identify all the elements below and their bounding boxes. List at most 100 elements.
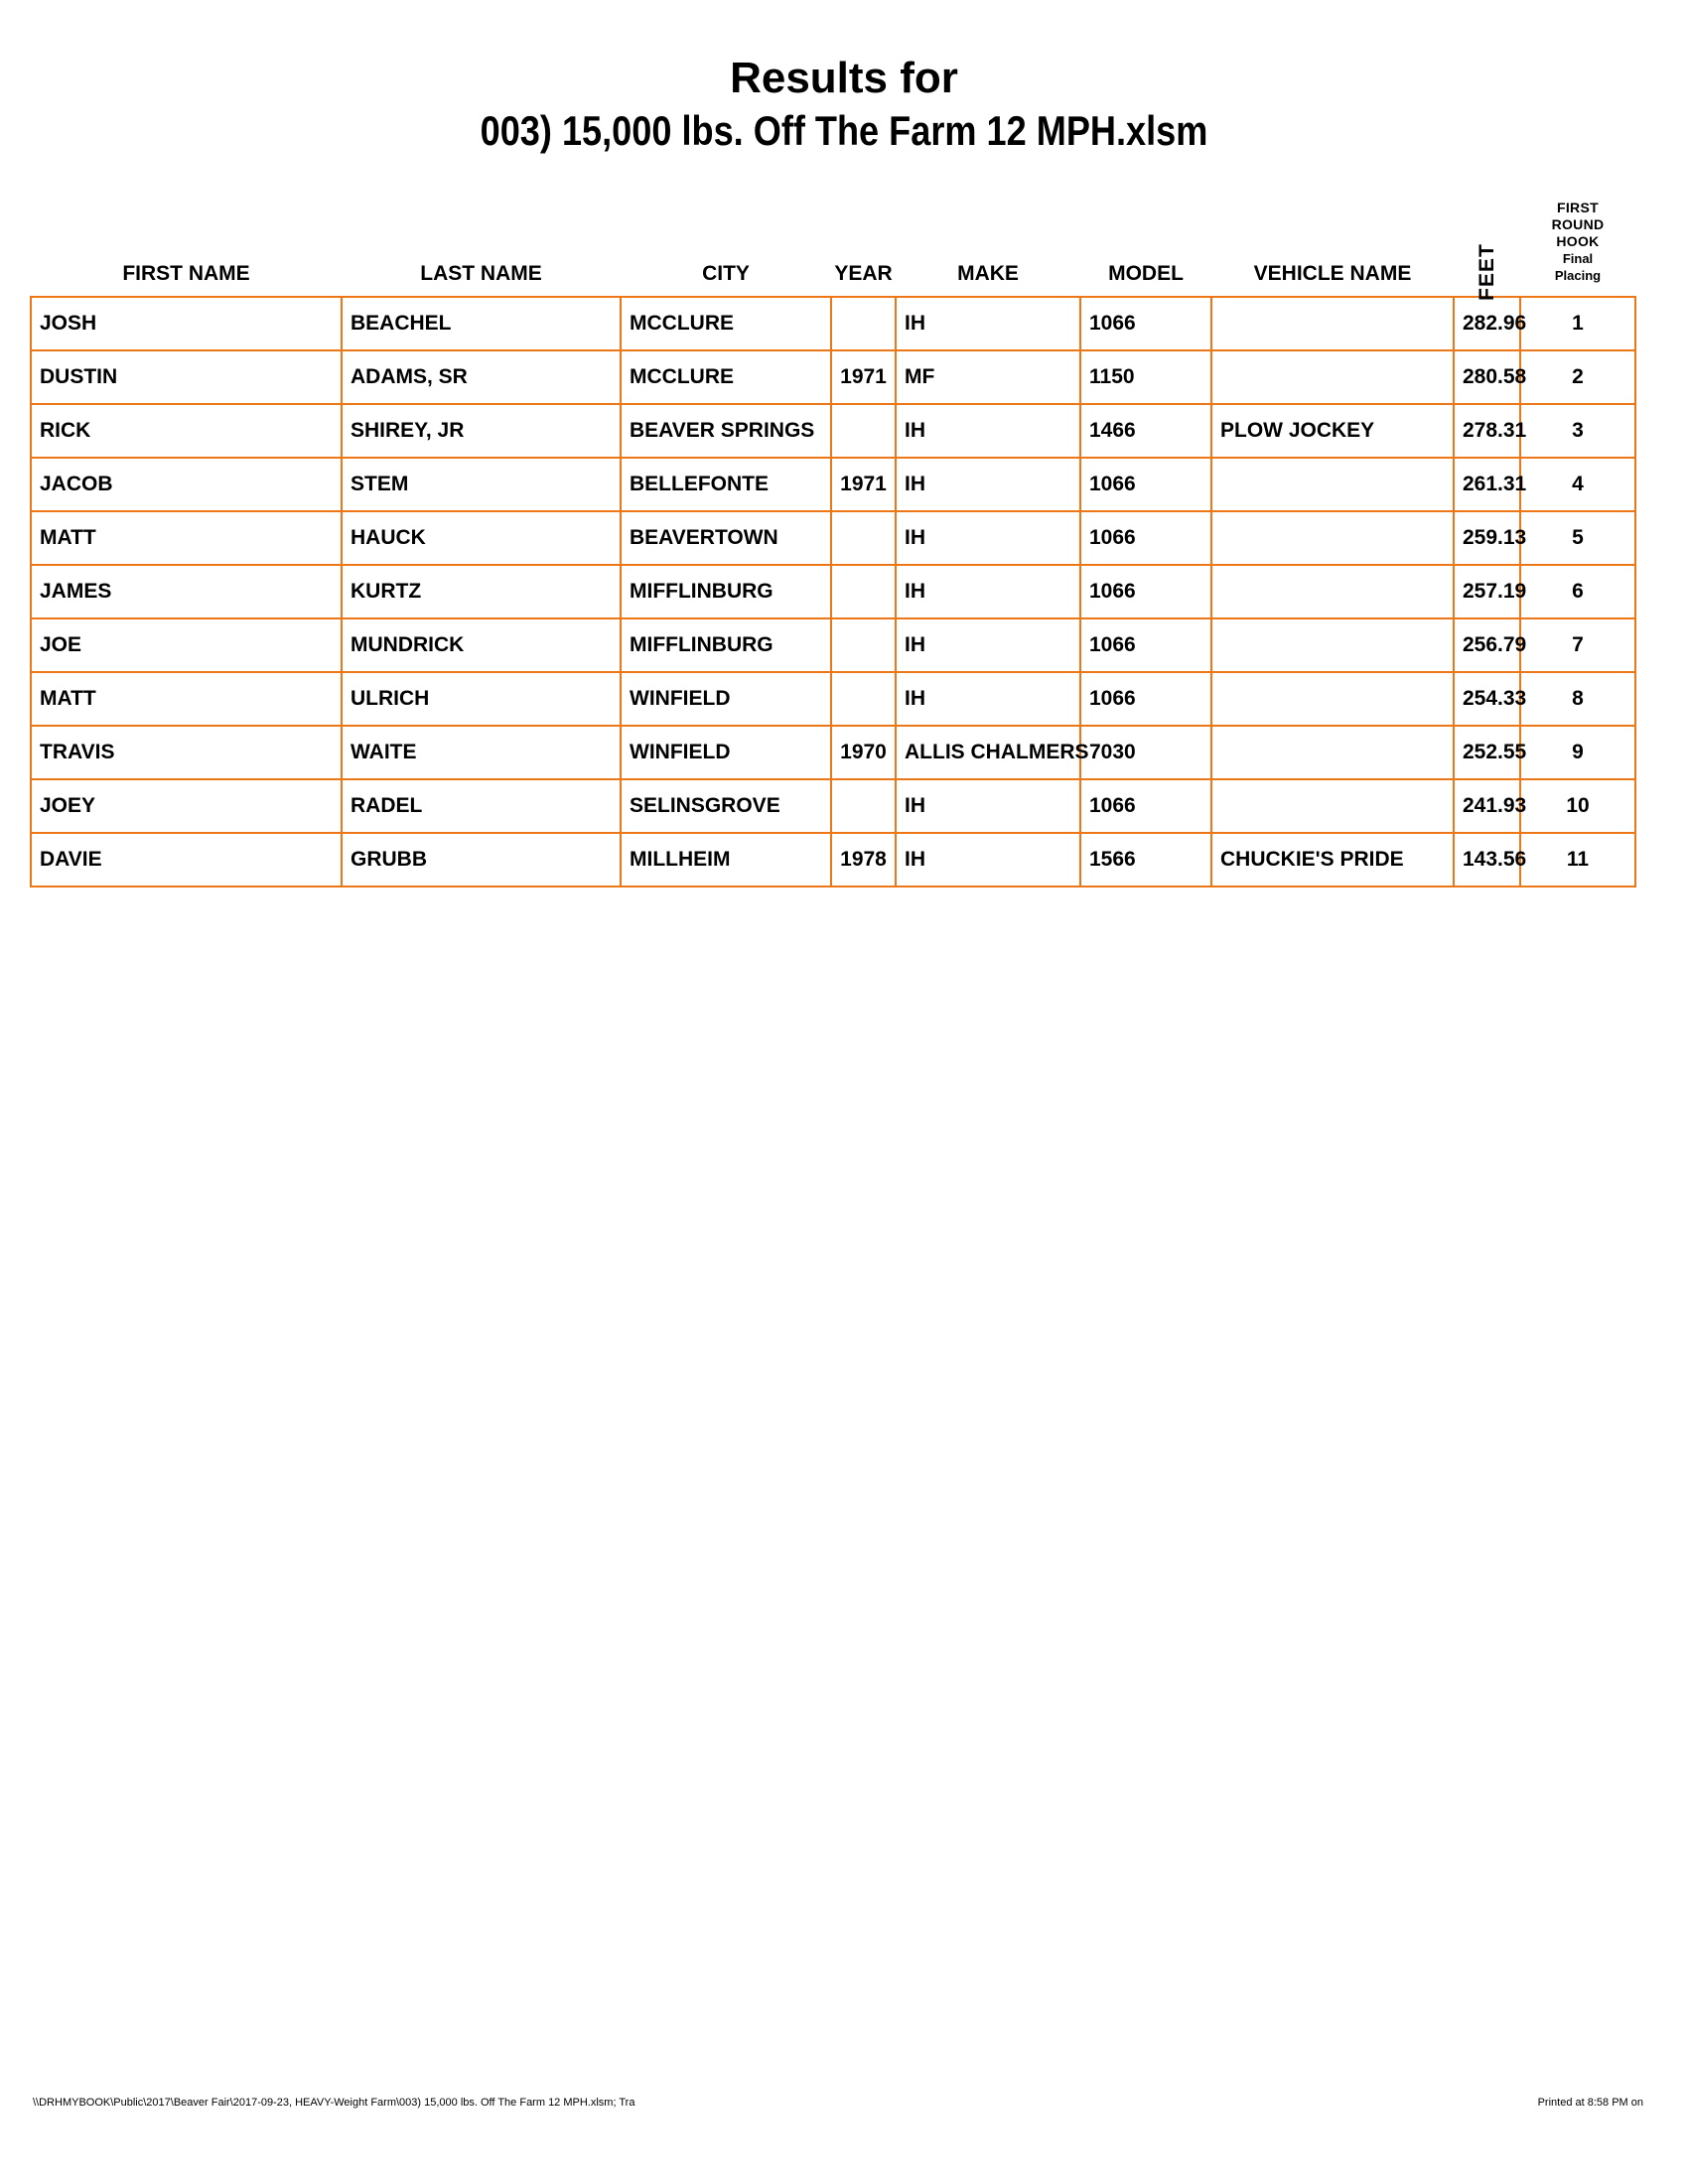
cell-last-name: ADAMS, SR <box>341 349 622 405</box>
cell-vehicle-name <box>1210 617 1455 673</box>
cell-first-name: JAMES <box>30 564 343 619</box>
cell-last-name: GRUBB <box>341 832 622 887</box>
page-title-line-1: Results for <box>730 54 958 102</box>
cell-first-name: RICK <box>30 403 343 459</box>
cell-vehicle-name <box>1210 296 1455 351</box>
column-header-vehicle-name: VEHICLE NAME <box>1253 262 1412 285</box>
footer-file-path: \\DRHMYBOOK\Public\2017\Beaver Fair\2017… <box>33 2097 635 2109</box>
cell-city: WINFIELD <box>620 671 832 727</box>
cell-year <box>830 510 897 566</box>
cell-last-name: BEACHEL <box>341 296 622 351</box>
page-footer: \\DRHMYBOOK\Public\2017\Beaver Fair\2017… <box>0 2097 1688 2126</box>
table-row: RICK SHIREY, JR BEAVER SPRINGS IH 1466 PLOW J… <box>30 403 1636 459</box>
cell-vehicle-name <box>1210 671 1455 727</box>
cell-feet: 143.56 <box>1453 832 1526 887</box>
cell-year <box>830 403 897 459</box>
table-row: MATT ULRICH WINFIELD IH 1066 254.33 8 <box>30 671 1636 727</box>
cell-first-name: MATT <box>30 671 343 727</box>
cell-final-placing: 4 <box>1519 457 1636 512</box>
column-header-model: MODEL <box>1108 262 1184 285</box>
cell-year: 1978 <box>830 832 897 887</box>
cell-make: IH <box>895 457 1081 512</box>
cell-year <box>830 564 897 619</box>
cell-feet: 259.13 <box>1453 510 1526 566</box>
cell-model: 1066 <box>1079 617 1212 673</box>
cell-final-placing: 3 <box>1519 403 1636 459</box>
cell-make: IH <box>895 671 1081 727</box>
cell-year: 1971 <box>830 457 897 512</box>
column-header-feet-label: FEET <box>1475 243 1498 301</box>
cell-city: MCCLURE <box>620 296 832 351</box>
cell-city: WINFIELD <box>620 725 832 780</box>
cell-model: 1066 <box>1079 296 1212 351</box>
placing-line-4: Final <box>1562 251 1594 266</box>
page-title: Results for 003) 15,000 lbs. Off The Far… <box>0 52 1688 157</box>
cell-vehicle-name: PLOW JOCKEY <box>1210 403 1455 459</box>
cell-final-placing: 10 <box>1519 778 1636 834</box>
cell-city: BELLEFONTE <box>620 457 832 512</box>
cell-city: MIFFLINBURG <box>620 564 832 619</box>
cell-last-name: MUNDRICK <box>341 617 622 673</box>
table-header: FIRST NAME LAST NAME CITY YEAR MAKE MODE… <box>31 200 1635 301</box>
table-row: JOE MUNDRICK MIFFLINBURG IH 1066 256.79 7 <box>30 617 1636 673</box>
cell-last-name: RADEL <box>341 778 622 834</box>
cell-last-name: KURTZ <box>341 564 622 619</box>
table-row: DAVIE GRUBB MILLHEIM 1978 IH 1566 CHUCKIE'S PR… <box>30 832 1636 887</box>
cell-final-placing: 8 <box>1519 671 1636 727</box>
cell-vehicle-name: CHUCKIE'S PRIDE <box>1210 832 1455 887</box>
cell-year <box>830 671 897 727</box>
column-header-first-name: FIRST NAME <box>122 262 250 285</box>
cell-model: 1066 <box>1079 564 1212 619</box>
placing-line-2: ROUND <box>1551 216 1605 232</box>
cell-year <box>830 296 897 351</box>
cell-make: IH <box>895 510 1081 566</box>
cell-final-placing: 5 <box>1519 510 1636 566</box>
table-row: JACOB STEM BELLEFONTE 1971 IH 1066 261.31 4 <box>30 457 1636 512</box>
cell-year <box>830 617 897 673</box>
cell-make: IH <box>895 617 1081 673</box>
cell-model: 1566 <box>1079 832 1212 887</box>
cell-city: BEAVERTOWN <box>620 510 832 566</box>
cell-make: IH <box>895 403 1081 459</box>
cell-feet: 241.93 <box>1453 778 1526 834</box>
cell-feet: 278.31 <box>1453 403 1526 459</box>
cell-vehicle-name <box>1210 349 1455 405</box>
cell-city: BEAVER SPRINGS <box>620 403 832 459</box>
cell-model: 1066 <box>1079 778 1212 834</box>
table-row: DUSTIN ADAMS, SR MCCLURE 1971 MF 1150 280.58 2 <box>30 349 1636 405</box>
column-header-last-name: LAST NAME <box>420 262 542 285</box>
column-header-city: CITY <box>702 262 750 285</box>
cell-final-placing: 1 <box>1519 296 1636 351</box>
cell-make-overflow-text: ALLIS CHALMERS <box>905 741 1089 763</box>
cell-feet: 252.55 <box>1453 725 1526 780</box>
column-header-final-placing-stack: FIRST ROUND HOOK Final Placing <box>1520 200 1635 286</box>
cell-city: MILLHEIM <box>620 832 832 887</box>
cell-vehicle-name <box>1210 564 1455 619</box>
cell-model: 1066 <box>1079 510 1212 566</box>
cell-first-name: JOSH <box>30 296 343 351</box>
column-header-feet: FEET <box>1454 200 1520 301</box>
results-table-wrapper: FIRST NAME LAST NAME CITY YEAR MAKE MODE… <box>30 200 1636 887</box>
cell-model: 1466 <box>1079 403 1212 459</box>
cell-make: IH <box>895 564 1081 619</box>
table-row: MATT HAUCK BEAVERTOWN IH 1066 259.13 5 <box>30 510 1636 566</box>
cell-final-placing: 9 <box>1519 725 1636 780</box>
cell-model: 7030 <box>1079 725 1212 780</box>
cell-model: 1150 <box>1079 349 1212 405</box>
cell-feet: 282.96 <box>1453 296 1526 351</box>
column-header-final-placing: FIRST ROUND HOOK Final Placing <box>1520 200 1635 297</box>
placing-line-5: Placing <box>1554 268 1602 283</box>
table-row: TRAVIS WAITE WINFIELD 1970 ALLIS CHALMERS 703… <box>30 725 1636 780</box>
cell-vehicle-name <box>1210 510 1455 566</box>
cell-city: MCCLURE <box>620 349 832 405</box>
table-row: JOEY RADEL SELINSGROVE IH 1066 241.93 10 <box>30 778 1636 834</box>
table-header-row: FIRST NAME LAST NAME CITY YEAR MAKE MODE… <box>31 200 1635 301</box>
cell-year: 1971 <box>830 349 897 405</box>
cell-year: 1970 <box>830 725 897 780</box>
cell-feet: 261.31 <box>1453 457 1526 512</box>
cell-final-placing: 7 <box>1519 617 1636 673</box>
results-table: FIRST NAME LAST NAME CITY YEAR MAKE MODE… <box>30 200 1636 887</box>
cell-first-name: TRAVIS <box>30 725 343 780</box>
cell-last-name: STEM <box>341 457 622 512</box>
cell-first-name: DUSTIN <box>30 349 343 405</box>
